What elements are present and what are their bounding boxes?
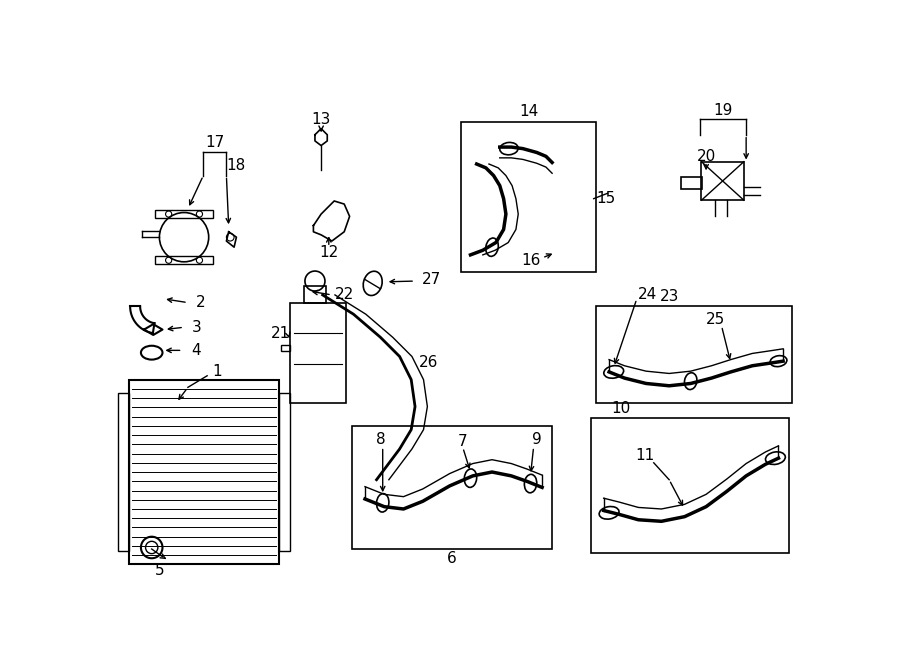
Bar (304, 286, 326, 303)
Text: 14: 14 (519, 104, 538, 119)
Bar (461, 122, 596, 272)
Text: 15: 15 (596, 191, 616, 206)
Text: 26: 26 (419, 355, 438, 370)
Text: 12: 12 (320, 245, 338, 260)
Text: 7: 7 (458, 434, 468, 449)
Text: 11: 11 (634, 447, 654, 463)
Text: 1: 1 (212, 364, 222, 379)
Text: 13: 13 (311, 112, 331, 127)
Bar (701, 162, 743, 200)
Bar (279, 393, 290, 551)
Bar (281, 345, 291, 351)
Text: 27: 27 (422, 272, 442, 287)
Bar (155, 210, 213, 218)
Text: 3: 3 (193, 320, 202, 334)
Bar (590, 418, 789, 553)
Text: 4: 4 (191, 343, 201, 358)
Bar (291, 303, 346, 403)
Bar (680, 177, 702, 190)
Text: 9: 9 (532, 432, 542, 447)
Text: 19: 19 (714, 102, 733, 118)
Bar (155, 256, 213, 264)
Text: 23: 23 (660, 289, 679, 304)
Text: 5: 5 (155, 563, 164, 578)
Text: 21: 21 (271, 326, 290, 341)
Text: 16: 16 (521, 253, 540, 268)
Text: 6: 6 (447, 551, 457, 566)
Text: 24: 24 (638, 288, 657, 303)
Text: 20: 20 (697, 149, 716, 164)
Bar (596, 307, 792, 403)
Text: 22: 22 (335, 288, 354, 303)
Bar (129, 379, 279, 564)
Text: 10: 10 (612, 401, 631, 416)
Bar (118, 393, 129, 551)
Text: 8: 8 (375, 432, 385, 447)
Text: 17: 17 (205, 135, 224, 150)
Bar (352, 426, 552, 549)
Text: 2: 2 (196, 295, 206, 310)
Text: 18: 18 (227, 158, 246, 173)
Text: 25: 25 (706, 312, 725, 327)
